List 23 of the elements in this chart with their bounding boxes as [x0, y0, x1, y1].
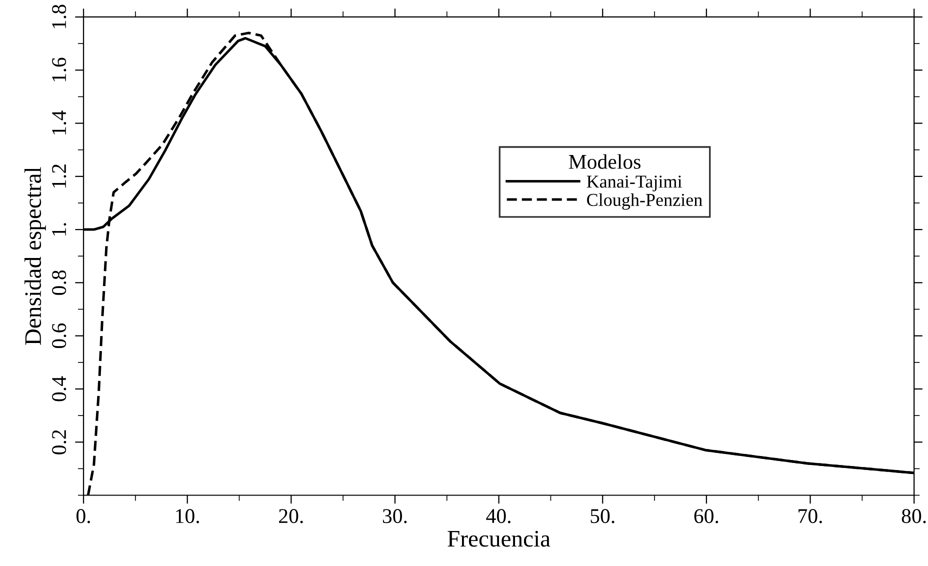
- legend-label: Clough-Penzien: [587, 193, 702, 210]
- x-tick-label: 40.: [486, 509, 510, 524]
- y-tick-label: 0.8: [52, 270, 66, 295]
- x-tick-label: 70.: [798, 509, 822, 524]
- y-tick-label: 1.8: [52, 4, 66, 28]
- x-tick-label: 50.: [590, 509, 614, 524]
- legend-title: Modelos: [568, 154, 640, 169]
- x-tick-label: 10.: [176, 509, 199, 524]
- y-tick-label: 0.6: [52, 323, 66, 348]
- y-tick-label: 0.4: [52, 376, 66, 402]
- x-tick-label: 0.: [76, 509, 90, 524]
- y-tick-label: 1.6: [52, 58, 66, 82]
- legend-label: Kanai-Tajimi: [586, 176, 682, 192]
- x-tick-label: 20.: [279, 509, 303, 524]
- x-tick-label: 30.: [382, 509, 407, 524]
- y-tick-label: 0.2: [52, 430, 66, 454]
- x-axis-title: Frecuencia: [448, 530, 550, 547]
- y-tick-label: 1.: [52, 223, 66, 236]
- x-tick-label: 80.: [902, 509, 926, 524]
- y-tick-label: 1.4: [52, 110, 66, 134]
- x-tick-label: 60.: [694, 509, 718, 524]
- y-tick-label: 1.2: [52, 164, 66, 188]
- y-axis-title: Densidad espectral: [24, 167, 46, 345]
